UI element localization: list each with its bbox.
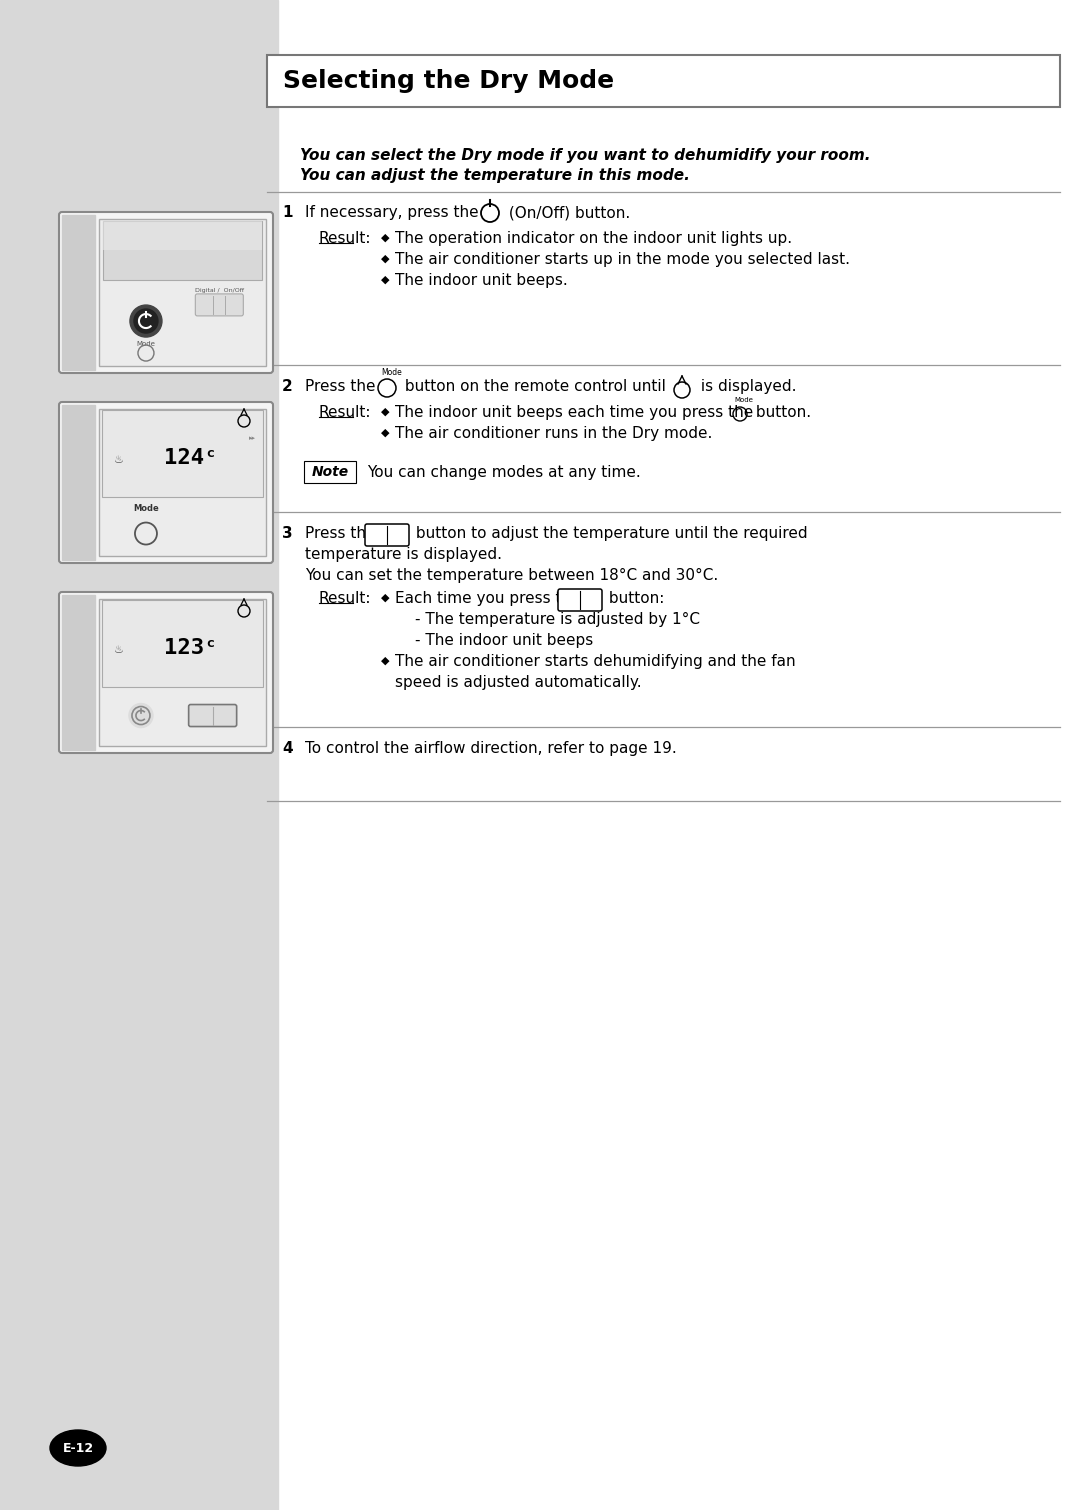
FancyBboxPatch shape: [103, 599, 264, 687]
Text: You can select the Dry mode if you want to dehumidify your room.: You can select the Dry mode if you want …: [300, 148, 870, 163]
Text: Note: Note: [311, 465, 349, 479]
Text: 2: 2: [282, 379, 293, 394]
FancyBboxPatch shape: [59, 402, 273, 563]
Bar: [62, 405, 95, 560]
Text: ◆: ◆: [381, 655, 390, 666]
Text: ◆: ◆: [381, 254, 390, 264]
FancyBboxPatch shape: [303, 461, 356, 483]
Text: ♨: ♨: [114, 455, 124, 465]
Text: You can set the temperature between 18°C and 30°C.: You can set the temperature between 18°C…: [305, 568, 718, 583]
Text: ♨: ♨: [114, 645, 124, 655]
Text: Result:: Result:: [319, 590, 372, 606]
Text: 3: 3: [282, 525, 293, 541]
Text: The air conditioner starts up in the mode you selected last.: The air conditioner starts up in the mod…: [395, 252, 850, 267]
Text: button on the remote control until: button on the remote control until: [400, 379, 671, 394]
Circle shape: [129, 704, 153, 728]
Text: temperature is displayed.: temperature is displayed.: [305, 547, 502, 562]
Text: To control the airflow direction, refer to page 19.: To control the airflow direction, refer …: [305, 741, 677, 757]
Text: Mode: Mode: [734, 397, 753, 403]
Text: 4: 4: [282, 741, 293, 757]
Text: If necessary, press the: If necessary, press the: [305, 205, 484, 220]
Text: ◆: ◆: [381, 233, 390, 243]
Text: ▸▸: ▸▸: [249, 435, 256, 441]
Text: 124ᶜ: 124ᶜ: [164, 447, 218, 468]
Text: The indoor unit beeps.: The indoor unit beeps.: [395, 273, 568, 288]
Bar: [0, 0, 278, 1510]
Text: is displayed.: is displayed.: [696, 379, 797, 394]
Circle shape: [134, 310, 158, 334]
FancyBboxPatch shape: [99, 599, 266, 746]
Text: 123ᶜ: 123ᶜ: [164, 637, 218, 658]
Text: button.: button.: [751, 405, 811, 420]
Text: Mode: Mode: [381, 368, 402, 378]
FancyBboxPatch shape: [59, 592, 273, 753]
Bar: [62, 214, 95, 370]
Text: The air conditioner starts dehumidifying and the fan: The air conditioner starts dehumidifying…: [395, 654, 796, 669]
Text: E-12: E-12: [63, 1442, 94, 1454]
Circle shape: [130, 305, 162, 337]
FancyBboxPatch shape: [99, 409, 266, 556]
FancyBboxPatch shape: [267, 54, 1059, 107]
Text: Press the: Press the: [305, 525, 380, 541]
Text: You can adjust the temperature in this mode.: You can adjust the temperature in this m…: [300, 168, 690, 183]
FancyBboxPatch shape: [99, 219, 266, 365]
FancyBboxPatch shape: [189, 705, 237, 726]
Text: ◆: ◆: [381, 408, 390, 417]
FancyBboxPatch shape: [104, 220, 262, 251]
FancyBboxPatch shape: [195, 294, 243, 316]
FancyBboxPatch shape: [558, 589, 602, 612]
Text: ◆: ◆: [381, 275, 390, 285]
Text: - The indoor unit beeps: - The indoor unit beeps: [415, 633, 593, 648]
Text: Mode: Mode: [136, 341, 156, 347]
FancyBboxPatch shape: [104, 220, 262, 279]
Text: - The temperature is adjusted by 1°C: - The temperature is adjusted by 1°C: [415, 612, 700, 627]
Text: Digital /  On/Off: Digital / On/Off: [194, 288, 244, 293]
Text: (On/Off) button.: (On/Off) button.: [504, 205, 631, 220]
Bar: [62, 595, 95, 750]
Text: The air conditioner runs in the Dry mode.: The air conditioner runs in the Dry mode…: [395, 426, 713, 441]
Text: Each time you press the: Each time you press the: [395, 590, 585, 606]
Text: The operation indicator on the indoor unit lights up.: The operation indicator on the indoor un…: [395, 231, 792, 246]
FancyBboxPatch shape: [103, 411, 264, 497]
Text: Selecting the Dry Mode: Selecting the Dry Mode: [283, 69, 615, 94]
Text: Result:: Result:: [319, 231, 372, 246]
Text: 1: 1: [282, 205, 293, 220]
FancyBboxPatch shape: [365, 524, 409, 547]
FancyBboxPatch shape: [59, 211, 273, 373]
Text: speed is adjusted automatically.: speed is adjusted automatically.: [395, 675, 642, 690]
Text: button to adjust the temperature until the required: button to adjust the temperature until t…: [411, 525, 808, 541]
Text: ◆: ◆: [381, 427, 390, 438]
Text: Press the: Press the: [305, 379, 380, 394]
Ellipse shape: [50, 1430, 106, 1466]
Text: The indoor unit beeps each time you press the: The indoor unit beeps each time you pres…: [395, 405, 758, 420]
Text: Result:: Result:: [319, 405, 372, 420]
Text: ◆: ◆: [381, 593, 390, 602]
Text: button:: button:: [604, 590, 664, 606]
Text: You can change modes at any time.: You can change modes at any time.: [367, 465, 640, 480]
Text: Mode: Mode: [133, 504, 159, 513]
